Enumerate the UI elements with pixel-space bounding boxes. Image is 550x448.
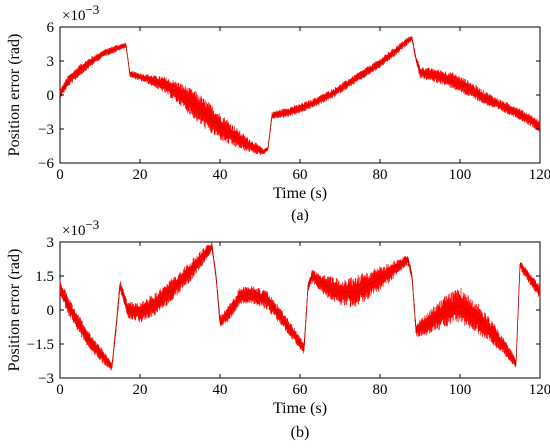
series-0-trace	[59, 36, 541, 156]
tick-layer: 0 20 40 60 80 100 120 6 3 0 −3 −6	[38, 20, 550, 183]
y-tick-label: 0	[47, 303, 55, 319]
tick-layer: 0 20 40 60 80 100 120 3 1.5 0 −1.5 −3	[27, 235, 550, 398]
x-tick-label: 120	[529, 167, 550, 183]
chart-panel-b: 0 20 40 60 80 100 120 3 1.5 0 −1.5 −3 ×10−3 Time (s…	[6, 217, 550, 441]
x-tick-label: 100	[449, 167, 472, 183]
x-tick-label: 80	[373, 382, 388, 398]
y-tick-label: 6	[47, 20, 55, 36]
y-tick-label: 3	[47, 54, 55, 70]
y-tick-label: −6	[38, 156, 54, 172]
y-axis-label: Position error (rad)	[6, 34, 23, 157]
panel-caption: (a)	[291, 207, 309, 224]
x-tick-label: 100	[449, 382, 472, 398]
x-tick-label: 80	[373, 167, 388, 183]
x-tick-label: 0	[56, 167, 64, 183]
chart-panel-a: 0 20 40 60 80 100 120 6 3 0 −3 −6 ×10−3 Time (s) Po…	[6, 2, 550, 224]
series-layer	[59, 242, 541, 371]
x-tick-label: 60	[293, 167, 308, 183]
x-axis-label: Time (s)	[273, 185, 327, 202]
series-0-trace	[59, 242, 541, 371]
y-multiplier: ×10−3	[62, 2, 99, 24]
series-layer	[59, 36, 541, 156]
x-tick-label: 0	[56, 382, 64, 398]
panel-caption: (b)	[291, 424, 310, 441]
x-tick-label: 60	[293, 382, 308, 398]
x-axis-label: Time (s)	[273, 400, 327, 417]
y-tick-label: 3	[47, 235, 55, 251]
x-tick-label: 40	[213, 382, 228, 398]
x-tick-label: 120	[529, 382, 550, 398]
series-0-centerline	[59, 245, 541, 368]
y-tick-label: −3	[38, 371, 54, 387]
y-multiplier: ×10−3	[62, 217, 99, 239]
y-axis-label: Position error (rad)	[6, 249, 23, 372]
y-tick-label: 0	[47, 88, 55, 104]
x-tick-label: 40	[213, 167, 228, 183]
y-tick-label: −1.5	[27, 337, 54, 353]
x-tick-label: 20	[133, 382, 148, 398]
x-tick-label: 20	[133, 167, 148, 183]
y-tick-label: −3	[38, 122, 54, 138]
y-tick-label: 1.5	[35, 269, 54, 285]
series-0-centerline	[59, 37, 541, 153]
